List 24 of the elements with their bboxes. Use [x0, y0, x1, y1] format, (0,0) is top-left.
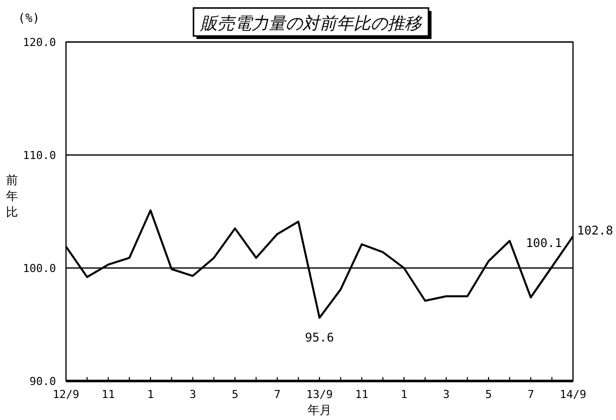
- x-tick-label: 11: [355, 388, 368, 401]
- x-tick-label: 7: [527, 388, 534, 401]
- x-tick-label: 7: [274, 388, 281, 401]
- data-label: 95.6: [305, 330, 334, 345]
- y-tick-label: 90.0: [30, 375, 56, 388]
- x-tick-label: 5: [485, 388, 492, 401]
- x-axis-title: 年月: [308, 403, 332, 417]
- x-tick-label: 13/9: [306, 388, 333, 401]
- x-tick-label: 5: [232, 388, 238, 401]
- data-label: 102.8: [577, 223, 614, 238]
- y-axis-title: 前年比: [6, 173, 18, 219]
- text: (%): [18, 11, 40, 25]
- chart-title: 販売電力量の対前年比の推移: [200, 14, 422, 34]
- data-label: 100.1: [526, 236, 562, 250]
- y-tick-label: 110.0: [22, 149, 56, 162]
- x-tick-label: 11: [102, 388, 115, 401]
- x-tick-label: 3: [189, 388, 196, 401]
- y-tick-label: 120.0: [22, 36, 56, 49]
- x-tick-label: 14/9: [560, 388, 586, 401]
- y-tick-label: 100.0: [22, 262, 56, 275]
- x-tick-label: 1: [147, 388, 154, 401]
- x-tick-label: 12/9: [52, 388, 80, 401]
- x-tick-label: 3: [442, 388, 450, 401]
- x-tick-label: 1: [400, 388, 408, 401]
